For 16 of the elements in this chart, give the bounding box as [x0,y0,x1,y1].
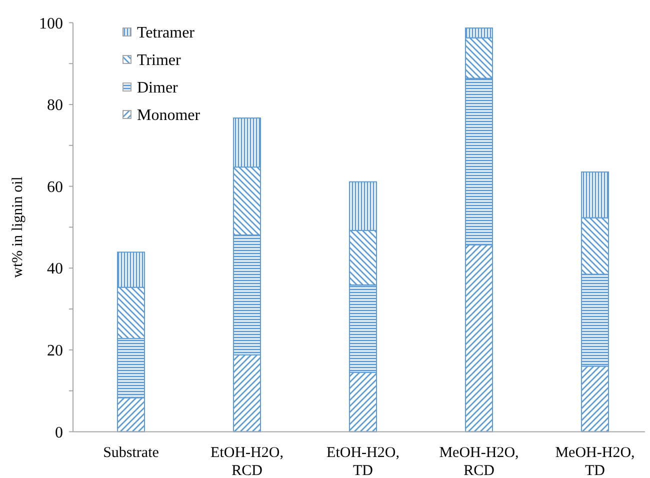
y-tick-label: 20 [47,342,63,360]
y-axis-title: wt% in lignin oil [10,176,26,278]
y-tick-label: 0 [55,424,63,442]
legend-label: Trimer [137,52,182,70]
y-tick-label: 40 [47,260,63,278]
x-tick-label: MeOH-H2O, RCD [439,445,519,478]
legend-label: Monomer [137,107,201,124]
legend-label: Dimer [137,80,179,97]
x-tick-label: EtOH-H2O, TD [326,445,400,478]
y-tick-label: 60 [47,178,63,196]
x-tick-label: MeOH-H2O, TD [555,445,635,478]
y-tick-label: 100 [39,15,63,32]
legend-label: Tetramer [137,24,196,42]
y-tick-label: 80 [47,97,63,114]
x-tick-label: Substrate [103,445,160,461]
x-tick-label: EtOH-H2O, RCD [210,445,284,478]
